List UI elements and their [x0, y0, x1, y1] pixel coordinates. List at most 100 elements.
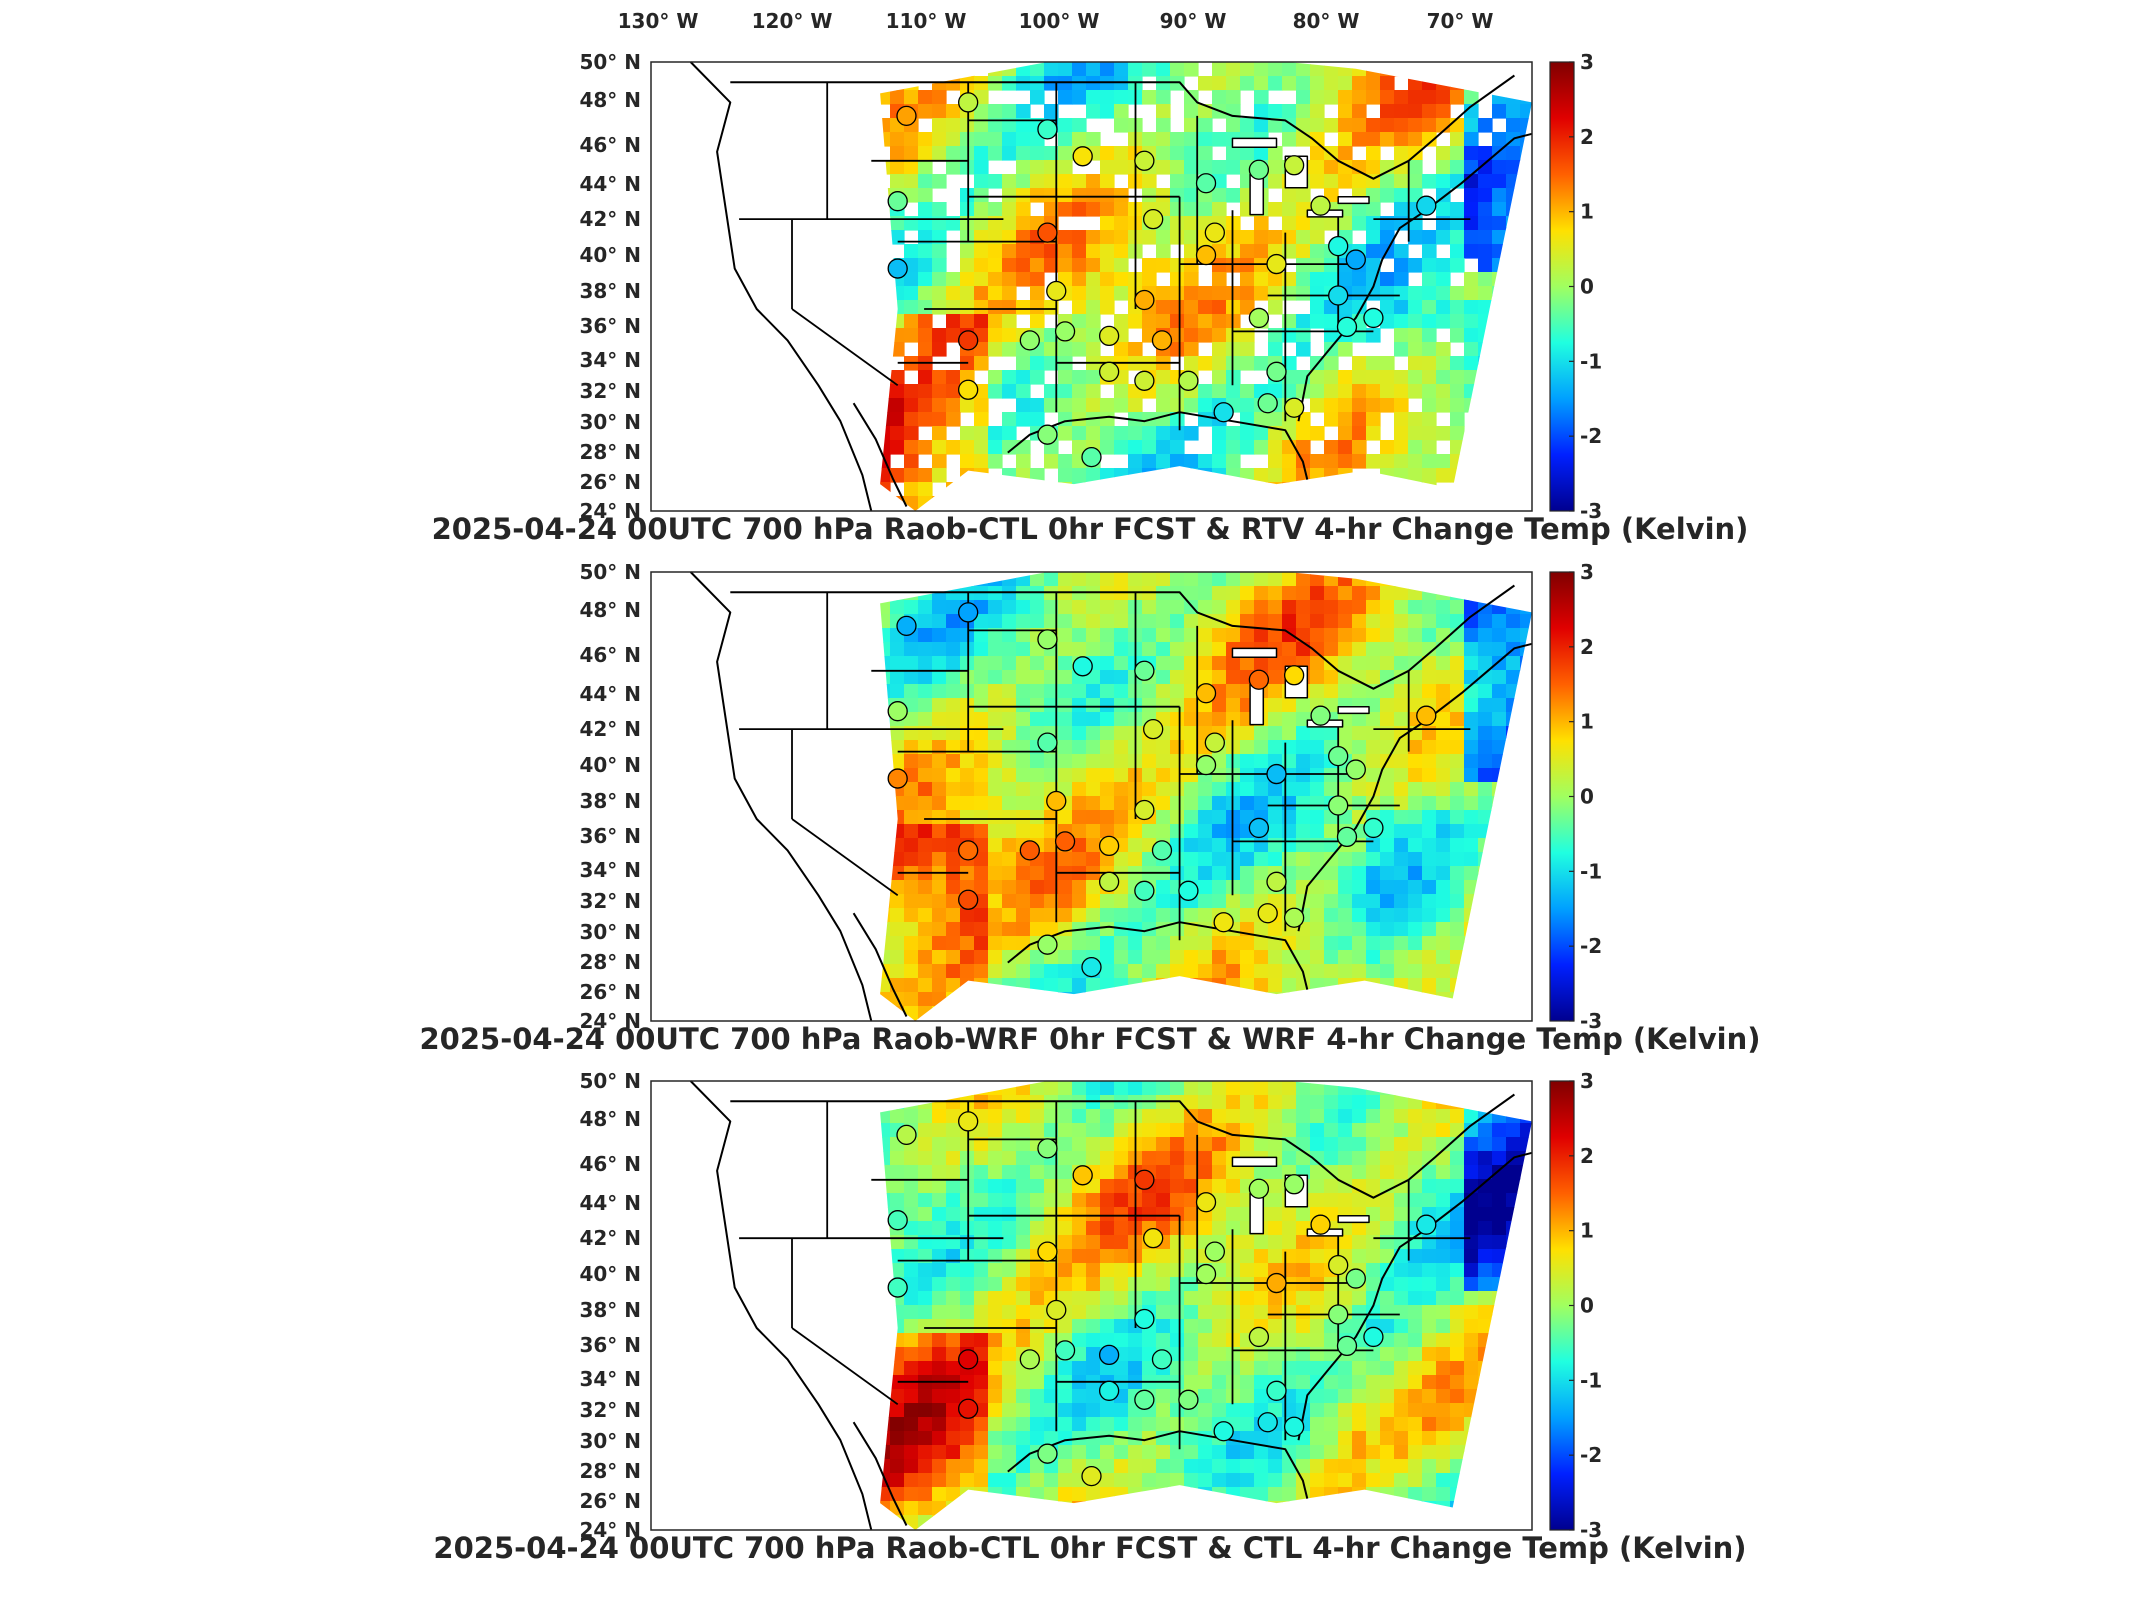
colorbar-tick-label: 2: [1580, 635, 1594, 659]
raob-station-marker: [958, 1111, 979, 1132]
lat-label: 36° N: [579, 824, 641, 848]
lat-label: 44° N: [579, 682, 641, 706]
raob-station-marker: [1143, 208, 1164, 230]
raob-station-marker: [1098, 835, 1120, 857]
raob-station-marker: [1134, 150, 1155, 171]
raob-station-marker: [1310, 195, 1331, 216]
lat-label: 28° N: [579, 440, 641, 464]
raob-station-marker: [1098, 871, 1120, 892]
raob-station-marker: [1248, 1178, 1270, 1199]
lat-label: 30° N: [579, 920, 641, 944]
colorbar: 3 2 1 0 -1 -2 -3: [1549, 1069, 1602, 1542]
temperature-change-field: [880, 62, 1532, 511]
raob-station-marker: [1178, 880, 1199, 901]
colorbar-tick-label: 0: [1580, 1294, 1594, 1318]
colorbar-tick-label: -3: [1580, 1518, 1602, 1542]
raob-station-marker: [1248, 817, 1270, 839]
lat-label: 28° N: [579, 1459, 641, 1483]
raob-station-marker: [1081, 446, 1102, 468]
colorbar: 3 2 1 0 -1 -2 -3: [1549, 50, 1602, 523]
raob-station-marker: [1266, 1272, 1287, 1294]
raob-station-marker: [1081, 1465, 1102, 1487]
raob-station-marker: [1195, 754, 1217, 776]
raob-station-marker: [1178, 370, 1199, 391]
raob-station-marker: [1416, 705, 1437, 726]
raob-station-marker: [1257, 393, 1278, 414]
lat-label: 34° N: [579, 858, 641, 882]
colorbar-tick-label: -2: [1580, 1443, 1602, 1467]
raob-station-marker: [1328, 1304, 1349, 1325]
lat-label: 26° N: [579, 1489, 641, 1513]
raob-station-marker: [1151, 1349, 1173, 1370]
raob-station-marker: [1328, 285, 1349, 306]
lat-label: 50° N: [579, 1069, 641, 1093]
raob-station-marker: [1248, 159, 1270, 180]
raob-station-marker: [1345, 759, 1366, 780]
colorbar-tick-label: 0: [1580, 275, 1594, 299]
raob-station-marker: [1046, 790, 1067, 812]
raob-station-marker: [1037, 934, 1058, 955]
raob-station-marker: [1037, 119, 1058, 140]
raob-station-marker: [1195, 173, 1217, 194]
raob-station-marker: [1195, 1263, 1217, 1285]
raob-station-marker: [1283, 907, 1305, 928]
coastlines-and-borders: [689, 1080, 1533, 1531]
raob-station-marker: [958, 92, 979, 113]
raob-station-marker: [1143, 1228, 1164, 1249]
lat-label: 26° N: [579, 980, 641, 1004]
lat-label: 28° N: [579, 950, 641, 974]
lat-label: 30° N: [579, 1429, 641, 1453]
lat-label: 36° N: [579, 1333, 641, 1357]
lon-label: 70° W: [1427, 9, 1494, 33]
raob-station-marker: [1345, 249, 1366, 270]
raob-station-marker: [1178, 1389, 1199, 1410]
raob-station-marker: [1283, 397, 1305, 418]
raob-station-marker: [1363, 307, 1384, 329]
lat-label: 46° N: [579, 133, 641, 157]
lat-label: 24° N: [579, 499, 641, 523]
temperature-change-field: [880, 572, 1532, 1021]
panel-title: 2025-04-24 00UTC 700 hPa Raob-CTL 0hr FC…: [432, 512, 1749, 546]
raob-station-marker: [1037, 1241, 1058, 1262]
raob-station-marker: [896, 105, 917, 127]
lon-label: 130° W: [618, 9, 699, 33]
colorbar-tick-label: -2: [1580, 424, 1602, 448]
longitude-labels: 130° W 120° W 110° W 100° W 90° W 80° W …: [618, 9, 1494, 33]
raob-station-marker: [1134, 660, 1155, 681]
colorbar-tick-label: -2: [1580, 934, 1602, 958]
raob-station-marker: [1037, 732, 1058, 753]
colorbar-tick-label: 2: [1580, 1144, 1594, 1168]
raob-station-marker: [958, 330, 979, 351]
colorbar-tick-label: -3: [1580, 1009, 1602, 1033]
raob-station-marker: [1072, 1165, 1093, 1186]
raob-station-marker: [1098, 325, 1120, 347]
raob-station-marker: [1248, 669, 1270, 690]
lat-label: 30° N: [579, 410, 641, 434]
lat-label: 38° N: [579, 1298, 641, 1322]
raob-station-marker: [1195, 244, 1217, 266]
colorbar-tick-label: 1: [1580, 1219, 1594, 1243]
lat-label: 48° N: [579, 1107, 641, 1131]
raob-station-marker: [958, 1398, 979, 1419]
raob-station-marker: [958, 379, 979, 400]
colorbar-tick-label: 1: [1580, 710, 1594, 734]
raob-station-marker: [1248, 1326, 1270, 1348]
lat-label: 34° N: [579, 1367, 641, 1391]
temperature-change-field: [880, 1081, 1532, 1530]
raob-station-marker: [1204, 732, 1225, 753]
raob-station-marker: [958, 889, 979, 910]
colorbar: 3 2 1 0 -1 -2 -3: [1549, 560, 1602, 1033]
latitude-labels: 50° N 48° N 46° N 44° N 42° N 40° N 38° N 36° N…: [579, 50, 641, 523]
raob-station-marker: [1134, 880, 1155, 901]
colorbar-tick-label: 3: [1580, 560, 1594, 584]
raob-station-marker: [1204, 222, 1225, 243]
panel-title: 2025-04-24 00UTC 700 hPa Raob-WRF 0hr FC…: [419, 1022, 1760, 1056]
colorbar-tick-label: -1: [1580, 349, 1602, 373]
lat-label: 44° N: [579, 172, 641, 196]
raob-station-marker: [1283, 155, 1305, 176]
raob-station-marker: [1037, 1443, 1058, 1464]
raob-station-marker: [1134, 1169, 1155, 1190]
lat-label: 42° N: [579, 717, 641, 741]
raob-station-marker: [1151, 840, 1173, 861]
raob-station-marker: [1266, 253, 1287, 275]
